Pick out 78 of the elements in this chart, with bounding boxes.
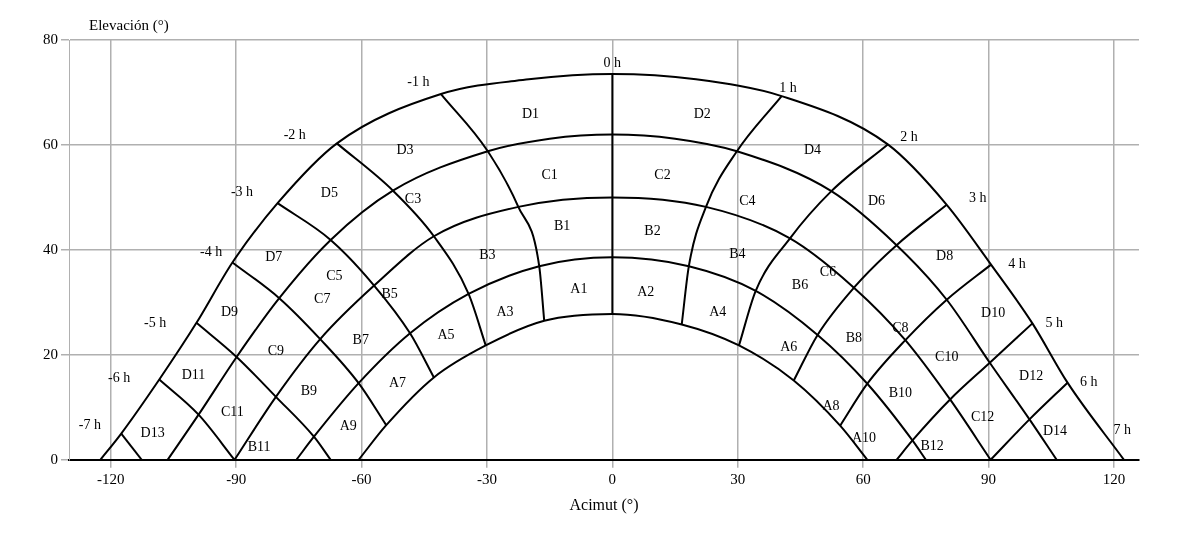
annotation: 0 h — [603, 55, 622, 71]
annotation: C10 — [935, 349, 959, 365]
annotation: D10 — [981, 305, 1006, 321]
annotation: 7 h — [1113, 422, 1132, 438]
x-tick-label: -30 — [476, 470, 497, 487]
annotation: C11 — [221, 404, 244, 420]
x-tick-label: -90 — [226, 470, 247, 487]
annotation: 1 h — [779, 79, 797, 95]
annotation: B12 — [920, 437, 944, 453]
annotation: B5 — [381, 285, 398, 301]
annotation: -6 h — [108, 370, 131, 386]
x-tick-label: 0 — [608, 470, 617, 487]
annotation: D6 — [867, 193, 886, 209]
annotation: C3 — [404, 191, 422, 207]
annotation: D8 — [936, 247, 954, 263]
annotation: 4 h — [1008, 256, 1026, 272]
x-tick-label: 120 — [1102, 470, 1126, 487]
x-tick-label: 90 — [981, 470, 997, 487]
annotation: A3 — [496, 304, 514, 320]
annotation: B11 — [247, 438, 271, 454]
annotation: D11 — [181, 366, 206, 382]
annotation: C9 — [267, 342, 285, 358]
annotation: 5 h — [1045, 314, 1063, 330]
annotation: C5 — [326, 267, 343, 283]
annotation: D4 — [804, 142, 822, 158]
x-tick-label: 30 — [730, 470, 746, 487]
annotation: 3 h — [968, 190, 987, 206]
annotation: A9 — [339, 417, 357, 433]
annotation: 2 h — [900, 128, 918, 144]
annotation: C12 — [971, 409, 995, 425]
annotation: B7 — [352, 332, 369, 348]
annotation: D12 — [1019, 368, 1044, 384]
annotation: D1 — [521, 105, 539, 121]
annotation: D7 — [265, 248, 283, 264]
annotation: B9 — [300, 382, 318, 398]
x-tick-label: -60 — [351, 470, 372, 487]
annotation: D9 — [220, 304, 239, 320]
annotation: A5 — [437, 327, 455, 343]
x-axis-title: Acimut (°) — [569, 495, 639, 514]
annotation: A10 — [851, 430, 877, 446]
annotation: -1 h — [407, 73, 430, 89]
y-tick-label: 60 — [43, 135, 58, 152]
annotation: D3 — [396, 142, 414, 158]
y-tick-label: 20 — [43, 345, 58, 362]
annotation: B3 — [479, 246, 496, 262]
annotation: B1 — [554, 217, 571, 233]
annotation: 6 h — [1080, 374, 1098, 390]
annotation: C7 — [314, 290, 331, 306]
annotation: -2 h — [283, 126, 306, 142]
annotation: A8 — [822, 398, 840, 414]
annotation: B8 — [845, 330, 863, 346]
annotation: B4 — [729, 245, 746, 261]
annotation: -7 h — [78, 416, 101, 432]
annotation: -4 h — [200, 244, 223, 260]
annotation: B10 — [888, 384, 913, 400]
annotation: C6 — [819, 263, 837, 279]
annotation: A2 — [637, 283, 655, 299]
annotation: B2 — [644, 223, 661, 239]
y-axis-title: Elevación (°) — [89, 17, 169, 35]
x-tick-label: 60 — [855, 470, 871, 487]
annotation: D5 — [320, 185, 338, 201]
y-tick-label: 80 — [43, 30, 58, 47]
annotation: A7 — [388, 375, 407, 391]
annotation: C4 — [739, 193, 756, 209]
annotation: D14 — [1042, 423, 1068, 439]
annotation: C1 — [541, 166, 558, 182]
y-tick-label: 0 — [50, 450, 58, 467]
x-tick-label: -120 — [97, 470, 125, 487]
annotation: A1 — [570, 280, 588, 296]
annotation: B6 — [791, 277, 809, 293]
annotation: D2 — [693, 105, 711, 121]
annotation: A4 — [709, 304, 727, 320]
annotation: -3 h — [230, 184, 254, 200]
annotation: -5 h — [144, 314, 167, 330]
annotation: A6 — [780, 338, 798, 354]
y-tick-label: 40 — [43, 240, 58, 257]
annotation: D13 — [140, 425, 165, 441]
annotation: C2 — [654, 166, 671, 182]
